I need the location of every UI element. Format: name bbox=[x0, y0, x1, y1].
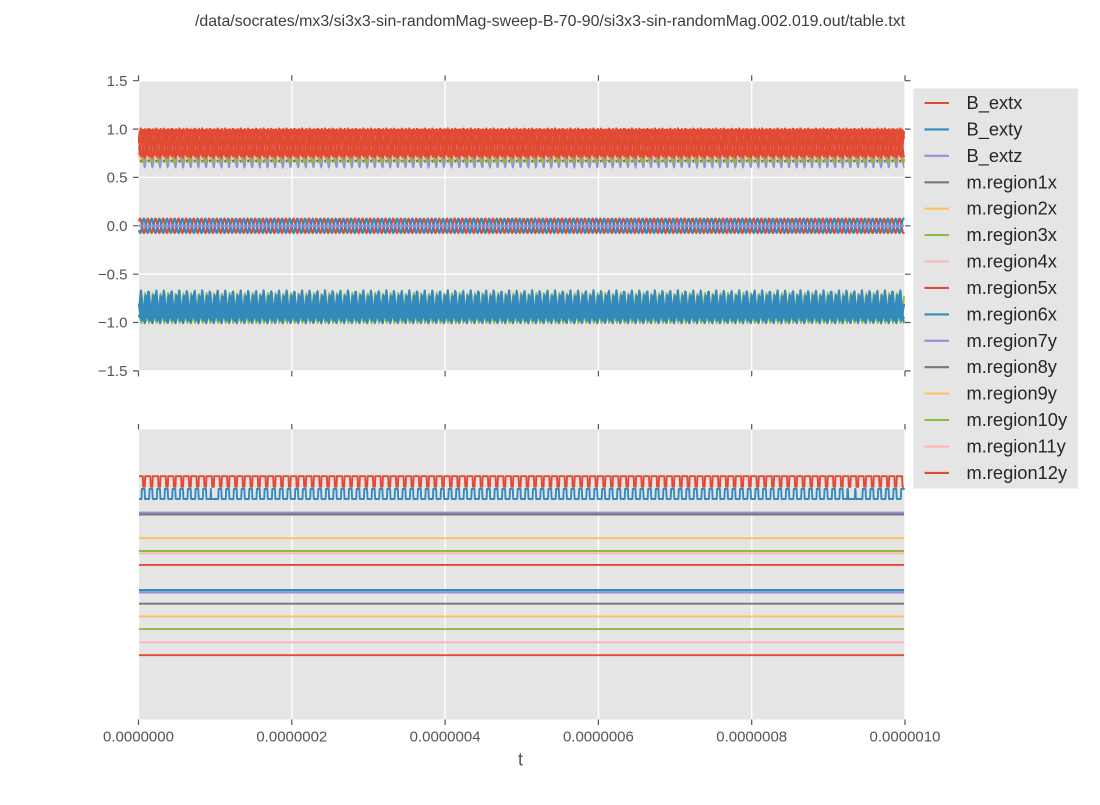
svg-text:0.0000000: 0.0000000 bbox=[103, 729, 174, 746]
svg-text:0.0000008: 0.0000008 bbox=[716, 729, 787, 746]
svg-text:/data/socrates/mx3/si3x3-sin-r: /data/socrates/mx3/si3x3-sin-randomMag-s… bbox=[195, 13, 906, 30]
svg-text:m.region5x: m.region5x bbox=[967, 277, 1057, 298]
svg-text:0.0000006: 0.0000006 bbox=[563, 729, 634, 746]
svg-text:m.region4x: m.region4x bbox=[967, 251, 1057, 272]
svg-text:m.region10y: m.region10y bbox=[967, 409, 1068, 430]
svg-text:m.region12y: m.region12y bbox=[967, 462, 1068, 483]
svg-text:0.5: 0.5 bbox=[107, 170, 128, 187]
svg-text:m.region11y: m.region11y bbox=[967, 435, 1067, 456]
svg-text:m.region8y: m.region8y bbox=[967, 356, 1058, 377]
svg-text:−0.5: −0.5 bbox=[98, 266, 128, 283]
svg-text:0.0000004: 0.0000004 bbox=[410, 729, 481, 746]
svg-text:m.region3x: m.region3x bbox=[967, 224, 1057, 245]
svg-text:B_extz: B_extz bbox=[967, 145, 1023, 167]
svg-text:m.region1x: m.region1x bbox=[967, 171, 1057, 192]
svg-text:B_exty: B_exty bbox=[967, 118, 1024, 140]
svg-text:m.region9y: m.region9y bbox=[967, 383, 1058, 404]
svg-text:m.region6x: m.region6x bbox=[967, 303, 1057, 324]
svg-text:m.region2x: m.region2x bbox=[967, 198, 1057, 219]
svg-text:0.0000010: 0.0000010 bbox=[870, 729, 941, 746]
svg-text:B_extx: B_extx bbox=[967, 92, 1023, 114]
svg-text:0.0: 0.0 bbox=[107, 218, 128, 235]
svg-text:1.5: 1.5 bbox=[107, 73, 128, 90]
svg-text:1.0: 1.0 bbox=[107, 121, 128, 138]
svg-text:t: t bbox=[518, 750, 523, 770]
svg-text:0.0000002: 0.0000002 bbox=[256, 729, 327, 746]
svg-text:m.region7y: m.region7y bbox=[967, 330, 1058, 351]
svg-text:−1.0: −1.0 bbox=[98, 315, 128, 332]
svg-text:−1.5: −1.5 bbox=[98, 363, 128, 380]
